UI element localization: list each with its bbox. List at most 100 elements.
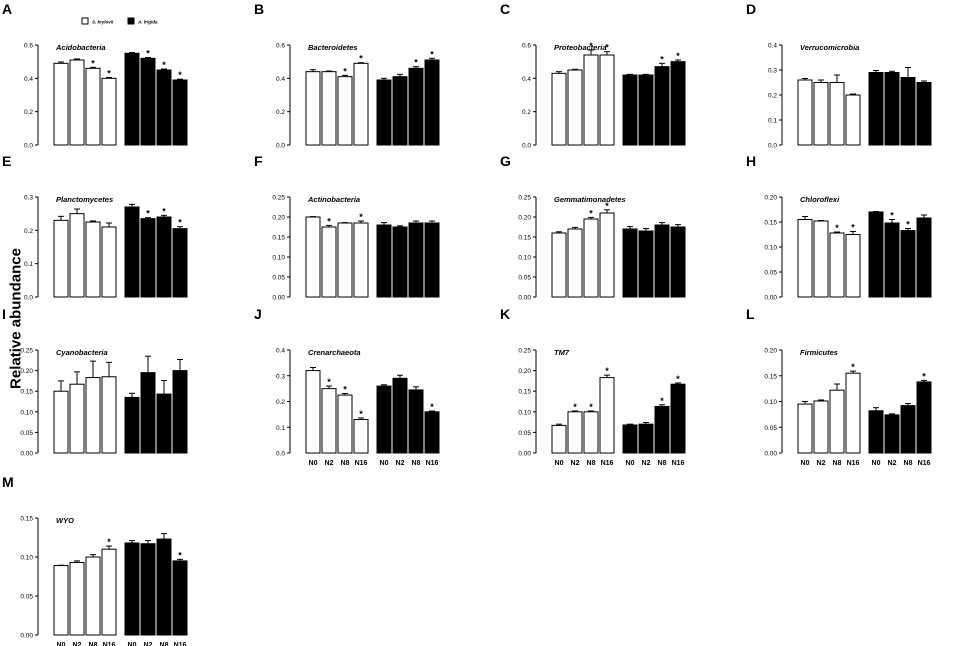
significance-star: * [851, 362, 855, 372]
y-tick-label: 0.0 [522, 143, 531, 150]
significance-star: * [605, 366, 609, 376]
significance-star: * [146, 49, 150, 59]
significance-star: * [430, 402, 434, 412]
x-tick-label: N8 [160, 642, 169, 646]
bar [884, 222, 900, 298]
panel-letter: H [746, 153, 756, 169]
panel-letter: F [254, 153, 263, 169]
y-tick-label: 0.2 [522, 109, 531, 116]
bar [813, 82, 829, 146]
y-tick-label: 0.25 [518, 195, 531, 202]
bar [69, 213, 85, 298]
bar [424, 222, 440, 298]
bar [124, 52, 140, 146]
bar [868, 72, 884, 146]
bar [797, 219, 813, 298]
significance-star: * [589, 402, 593, 412]
legend-label: A. frigida [137, 20, 158, 25]
y-tick-label: 0.15 [518, 235, 531, 242]
panel-letter: K [500, 306, 510, 322]
x-tick-label: N16 [426, 460, 439, 467]
panel-letter: C [500, 1, 510, 17]
bar [392, 377, 408, 454]
bar [69, 59, 85, 146]
y-tick-label: 0.4 [276, 76, 285, 83]
y-tick-label: 0.4 [768, 43, 777, 50]
bar [408, 389, 424, 454]
significance-star: * [906, 220, 910, 230]
panel-letter: D [746, 1, 756, 17]
bar [305, 216, 321, 298]
significance-star: * [660, 54, 664, 64]
panel-title: Crenarchaeota [308, 348, 361, 357]
bar [583, 218, 599, 298]
significance-star: * [178, 218, 182, 228]
bar [829, 82, 845, 146]
bar [353, 222, 369, 298]
y-tick-label: 0.2 [276, 399, 285, 406]
significance-star: * [359, 54, 363, 64]
significance-star: * [676, 374, 680, 384]
y-tick-label: 0.00 [518, 451, 531, 458]
bar [101, 548, 117, 636]
y-tick-label: 0.00 [20, 451, 33, 458]
bar [85, 67, 101, 146]
panel-title: Acidobacteria [55, 43, 106, 52]
bar [551, 424, 567, 454]
bar [599, 54, 615, 146]
y-tick-label: 0.10 [272, 255, 285, 262]
x-tick-label: N2 [888, 460, 897, 467]
panel-title: WYO [56, 516, 74, 525]
bar [868, 211, 884, 298]
y-tick-label: 0.3 [276, 373, 285, 380]
x-tick-label: N16 [601, 460, 614, 467]
panel-letter: B [254, 1, 264, 17]
bar [124, 396, 140, 454]
significance-star: * [430, 49, 434, 59]
bar [124, 542, 140, 636]
significance-star: * [178, 70, 182, 80]
significance-star: * [107, 69, 111, 79]
bar [101, 77, 117, 146]
y-tick-label: 0.10 [20, 409, 33, 416]
bar [845, 234, 861, 298]
significance-star: * [605, 43, 609, 53]
y-tick-label: 0.05 [20, 430, 33, 437]
bar [140, 57, 156, 146]
bar [797, 79, 813, 146]
significance-star: * [343, 66, 347, 76]
x-tick-label: N16 [847, 460, 860, 467]
panel-letter: M [2, 474, 14, 490]
legend-swatch [127, 17, 135, 25]
x-tick-label: N8 [658, 460, 667, 467]
bar [583, 411, 599, 454]
y-tick-label: 0.6 [24, 43, 33, 50]
bar [622, 424, 638, 454]
bar [797, 403, 813, 454]
bar [172, 370, 188, 454]
panel-title: Verrucomicrobia [800, 43, 859, 52]
bar [408, 222, 424, 298]
bar [172, 79, 188, 146]
x-tick-label: N0 [380, 460, 389, 467]
bar [337, 222, 353, 298]
bar [567, 69, 583, 146]
significance-star: * [589, 41, 593, 51]
bar [622, 228, 638, 298]
x-tick-label: N2 [325, 460, 334, 467]
panel-c: C Proteobacteria 0.0 0.2 0.4 0.6 * * * * [500, 1, 686, 150]
bar [85, 221, 101, 298]
bar [321, 226, 337, 298]
y-tick-label: 0.20 [518, 215, 531, 222]
bar [392, 76, 408, 146]
bar [172, 560, 188, 636]
x-tick-label: N0 [128, 642, 137, 646]
bar [638, 74, 654, 146]
bar [85, 556, 101, 636]
panel-title: Bacteroidetes [308, 43, 358, 52]
bar [353, 62, 369, 146]
bar [868, 410, 884, 454]
bar [101, 226, 117, 298]
bar [305, 71, 321, 146]
y-tick-label: 0.6 [522, 43, 531, 50]
